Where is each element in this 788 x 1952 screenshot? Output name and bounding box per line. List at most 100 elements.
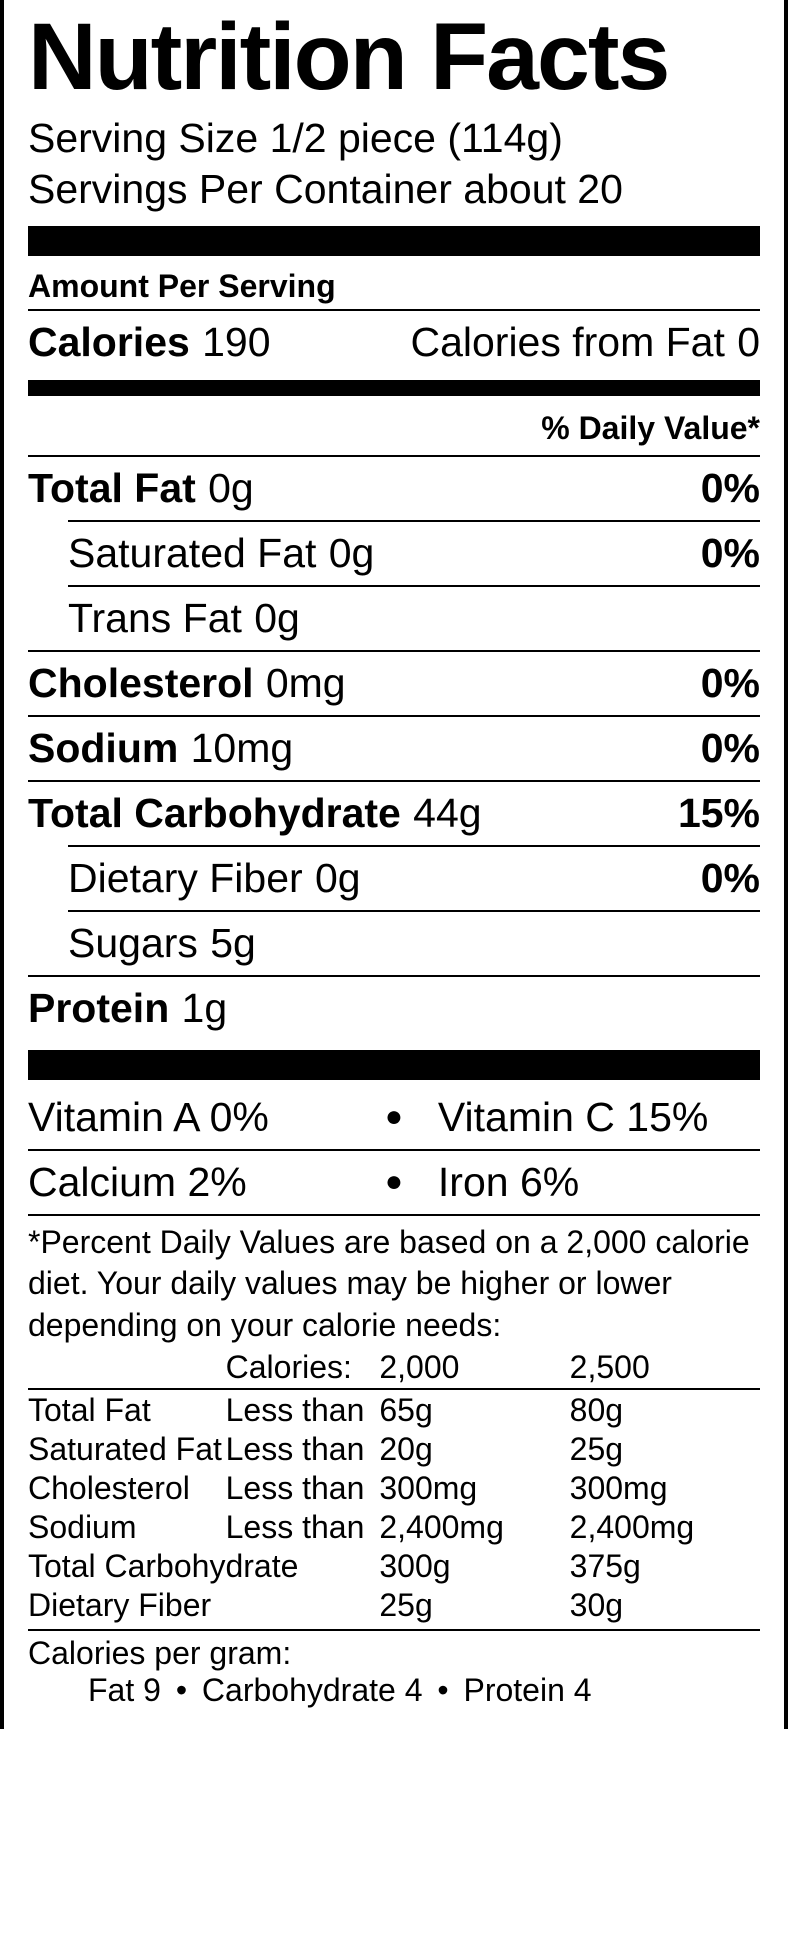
table-row: Total Carbohydrate 300g 375g xyxy=(28,1547,760,1586)
nutrient-label: Protein xyxy=(28,985,169,1032)
cpg-carb-label: Carbohydrate xyxy=(202,1672,396,1708)
bullet-icon: ● xyxy=(350,1100,438,1134)
nutrient-amount: 5g xyxy=(210,920,256,967)
table-cell: Less than xyxy=(226,1430,380,1469)
table-cell: 25g xyxy=(570,1430,760,1469)
table-cell: Saturated Fat xyxy=(28,1430,226,1469)
table-cell: Less than xyxy=(226,1508,380,1547)
page-title: Nutrition Facts xyxy=(28,10,760,105)
vitamins-row-2: Calcium 2% ● Iron 6% xyxy=(28,1151,760,1214)
calories-value: 190 xyxy=(202,319,270,366)
cpg-carb-value: 4 xyxy=(405,1672,423,1708)
table-cell: Calories: xyxy=(226,1348,380,1387)
cpg-title: Calories per gram: xyxy=(28,1635,760,1672)
nutrient-amount: 1g xyxy=(182,985,228,1032)
bullet-icon: • xyxy=(431,1672,454,1708)
nutrient-label: Sugars xyxy=(68,920,198,967)
table-row: Total Fat Less than 65g 80g xyxy=(28,1391,760,1430)
nutrient-dv: 0% xyxy=(701,530,760,577)
nutrient-amount: 0g xyxy=(329,530,375,577)
table-cell: 65g xyxy=(379,1391,569,1430)
sat-fat-row: Saturated Fat 0g 0% xyxy=(28,522,760,585)
nutrient-amount: 44g xyxy=(413,790,481,837)
nutrient-dv: 0% xyxy=(701,725,760,772)
reference-table: Calories: 2,000 2,500 Total Fat Less tha… xyxy=(28,1348,760,1625)
table-cell: 2,500 xyxy=(570,1348,760,1387)
table-cell: 2,000 xyxy=(379,1348,569,1387)
serving-info: Serving Size 1/2 piece (114g) Servings P… xyxy=(28,113,760,216)
nutrient-amount: 0g xyxy=(315,855,361,902)
fiber-row: Dietary Fiber 0g 0% xyxy=(28,847,760,910)
iron-value: 6% xyxy=(520,1159,579,1205)
nutrient-label: Sodium xyxy=(28,725,178,772)
nutrient-label: Dietary Fiber xyxy=(68,855,303,902)
table-cell: Total Carbohydrate xyxy=(28,1547,379,1586)
table-row: Cholesterol Less than 300mg 300mg xyxy=(28,1469,760,1508)
table-cell: 20g xyxy=(379,1430,569,1469)
table-cell: 375g xyxy=(570,1547,760,1586)
table-cell: 30g xyxy=(570,1586,760,1625)
table-row: Dietary Fiber 25g 30g xyxy=(28,1586,760,1625)
iron-label: Iron xyxy=(438,1159,509,1205)
separator-bar-thick xyxy=(28,226,760,256)
servings-per-container-value: about 20 xyxy=(463,166,623,212)
sugars-row: Sugars 5g xyxy=(28,912,760,975)
serving-size-value: 1/2 piece (114g) xyxy=(270,115,563,161)
table-cell: Sodium xyxy=(28,1508,226,1547)
table-cell: Less than xyxy=(226,1469,380,1508)
table-cell: Dietary Fiber xyxy=(28,1586,379,1625)
total-fat-row: Total Fat 0g 0% xyxy=(28,457,760,520)
calories-per-gram: Calories per gram: Fat 9 • Carbohydrate … xyxy=(28,1631,760,1709)
nutrient-label: Trans Fat xyxy=(68,595,242,642)
nutrient-dv: 0% xyxy=(701,855,760,902)
table-cell: 25g xyxy=(379,1586,569,1625)
vitamin-a-label: Vitamin A xyxy=(28,1094,198,1140)
cpg-prot-value: 4 xyxy=(574,1672,592,1708)
serving-size-label: Serving Size xyxy=(28,115,258,161)
table-cell: 300g xyxy=(379,1547,569,1586)
bullet-icon: • xyxy=(170,1672,193,1708)
table-row: Calories: 2,000 2,500 xyxy=(28,1348,760,1387)
cholesterol-row: Cholesterol 0mg 0% xyxy=(28,652,760,715)
amount-per-serving-label: Amount Per Serving xyxy=(28,262,760,309)
cpg-prot-label: Protein xyxy=(463,1672,564,1708)
cpg-fat-label: Fat xyxy=(88,1672,134,1708)
nutrient-label: Saturated Fat xyxy=(68,530,316,577)
table-row: Sodium Less than 2,400mg 2,400mg xyxy=(28,1508,760,1547)
table-cell: 80g xyxy=(570,1391,760,1430)
nutrient-dv: 0% xyxy=(701,465,760,512)
nutrient-amount: 0g xyxy=(208,465,254,512)
protein-row: Protein 1g xyxy=(28,977,760,1040)
calories-from-fat-value: 0 xyxy=(737,319,760,366)
daily-value-header: % Daily Value* xyxy=(28,402,760,455)
nutrient-amount: 10mg xyxy=(191,725,294,772)
nutrient-label: Total Carbohydrate xyxy=(28,790,401,837)
nutrient-dv: 15% xyxy=(678,790,760,837)
vitamin-a-value: 0% xyxy=(210,1094,269,1140)
vitamins-row-1: Vitamin A 0% ● Vitamin C 15% xyxy=(28,1086,760,1149)
separator-bar-thick xyxy=(28,1050,760,1080)
calcium-label: Calcium xyxy=(28,1159,176,1205)
total-carb-row: Total Carbohydrate 44g 15% xyxy=(28,782,760,845)
nutrient-amount: 0g xyxy=(254,595,300,642)
bullet-icon: ● xyxy=(350,1165,438,1199)
cpg-fat-value: 9 xyxy=(143,1672,161,1708)
footnote-text: *Percent Daily Values are based on a 2,0… xyxy=(28,1216,760,1347)
nutrient-label: Cholesterol xyxy=(28,660,254,707)
nutrient-dv: 0% xyxy=(701,660,760,707)
calories-from-fat-label: Calories from Fat xyxy=(410,319,724,366)
vitamin-c-label: Vitamin C xyxy=(438,1094,615,1140)
table-cell: 2,400mg xyxy=(570,1508,760,1547)
calories-label: Calories xyxy=(28,319,190,366)
table-cell: 300mg xyxy=(570,1469,760,1508)
table-cell: Less than xyxy=(226,1391,380,1430)
separator-bar-med xyxy=(28,380,760,396)
table-cell: Cholesterol xyxy=(28,1469,226,1508)
sodium-row: Sodium 10mg 0% xyxy=(28,717,760,780)
table-cell: 2,400mg xyxy=(379,1508,569,1547)
vitamin-c-value: 15% xyxy=(626,1094,708,1140)
calcium-value: 2% xyxy=(188,1159,247,1205)
nutrition-facts-label: Nutrition Facts Serving Size 1/2 piece (… xyxy=(0,0,788,1729)
nutrient-amount: 0mg xyxy=(266,660,346,707)
table-row: Saturated Fat Less than 20g 25g xyxy=(28,1430,760,1469)
